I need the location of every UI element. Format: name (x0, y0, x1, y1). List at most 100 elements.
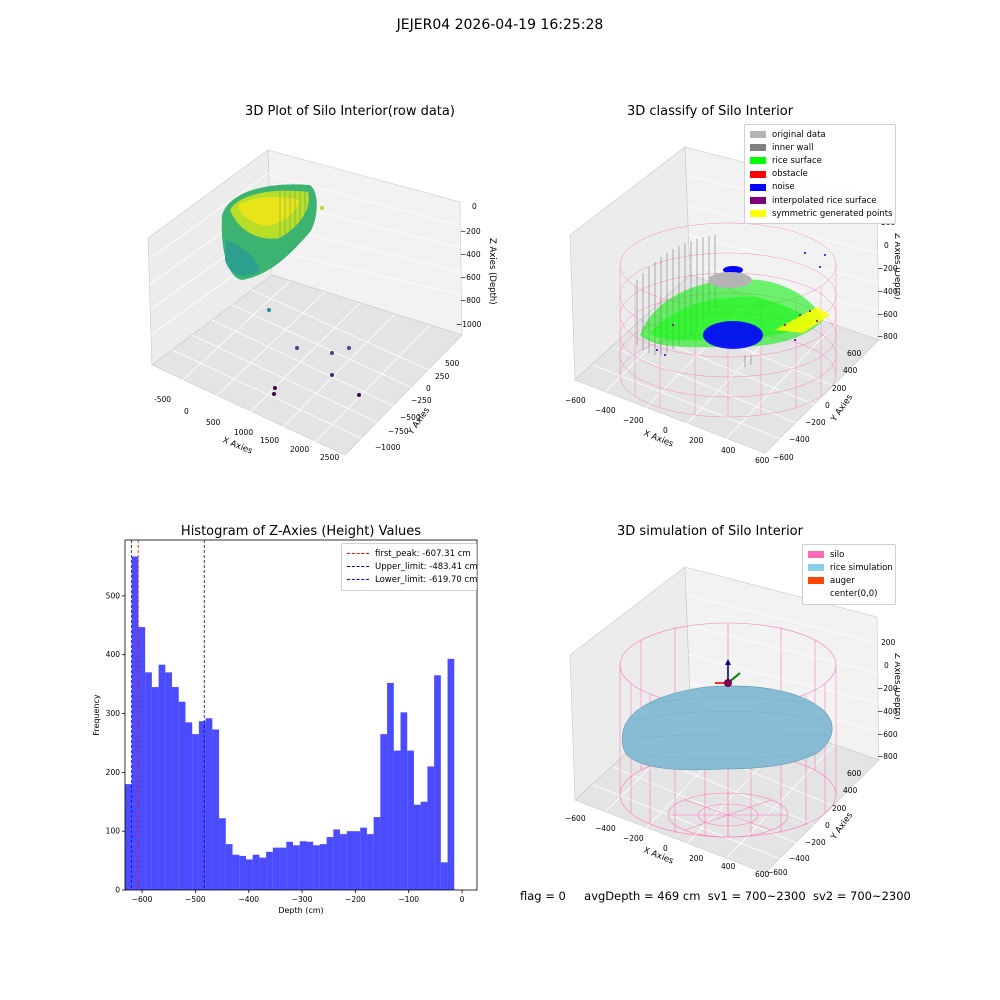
raw-xtick: 1000 (234, 428, 253, 437)
classify-ytick: −400 (789, 435, 810, 444)
histogram-title: Histogram of Z-Axies (Height) Values (180, 524, 422, 539)
simulation-y-label: Y Axies (829, 810, 856, 842)
simulation-xtick: 400 (721, 862, 736, 871)
raw-y-ticks: 500 250 0 −250 −500 −750 −1000 (375, 359, 460, 452)
simulation-xtick: 600 (755, 870, 770, 879)
classify-legend-item: obstacle (750, 168, 890, 181)
histogram-frame (124, 539, 478, 891)
status-flag: flag = 0 (520, 889, 566, 903)
simulation-3d-plot: −600 −400 −200 0 200 400 600 X Axies 600… (565, 566, 900, 879)
histogram-bar (239, 855, 246, 890)
classify-xtick: −600 (565, 396, 586, 405)
raw-ytick: 0 (426, 384, 431, 393)
histogram-bar (225, 844, 233, 890)
status-sv1: sv1 = 700~2300 (707, 889, 806, 903)
raw-ztick: 0 (472, 202, 477, 211)
histogram-legend-label: first_peak: -607.31 cm (375, 548, 471, 559)
raw-outliers (267, 206, 361, 397)
histogram-xtick-label: −500 (185, 895, 206, 904)
histogram-bar (219, 818, 226, 890)
histogram-legend-item: Lower_limit: -619.70 cm (347, 573, 477, 586)
raw-z-label: Z Axies (Depth) (487, 238, 497, 305)
raw-point-cloud (221, 184, 317, 280)
histogram-y-label: Frequency (92, 694, 101, 736)
histogram-bar (306, 841, 314, 890)
histogram-bar (346, 831, 354, 890)
classify-y-ticks: 600 400 200 0 −200 −400 −600 (773, 349, 862, 462)
histogram-bar (319, 844, 327, 890)
histogram-legend-line (347, 566, 369, 568)
simulation-xtick: 0 (663, 844, 668, 853)
histogram-bar (293, 845, 300, 890)
simulation-y-ticks: 600 400 200 0 −200 −400 −600 (767, 769, 862, 877)
histogram-bar (313, 845, 320, 890)
status-line: flag = 0 avgDepth = 469 cm sv1 = 700~230… (520, 889, 911, 903)
histogram-bar (158, 664, 166, 890)
simulation-plot-title: 3D simulation of Silo Interior (617, 524, 803, 539)
histogram-ytick-label: 200 (106, 768, 121, 777)
histogram-bar (192, 734, 199, 890)
classify-legend-swatch (750, 157, 766, 165)
histogram-bar (165, 672, 173, 890)
histogram-chart: −600 −500 −400 −300 −200 −100 0 0 100 200 300 400 50… (92, 539, 478, 915)
classify-legend-swatch (750, 183, 766, 191)
raw-x-label: X Axies (221, 436, 254, 457)
simulation-legend-item: silo (808, 548, 890, 561)
histogram-bar (380, 734, 388, 890)
classify-xtick: 200 (689, 436, 704, 445)
raw-z-ticks: 0 −200 −400 −600 −800 −1000 (456, 202, 482, 329)
classify-z-label: Z Axies (Depth) (892, 233, 900, 300)
raw-ztick: −600 (460, 273, 481, 282)
simulation-legend-label: rice simulation (830, 562, 893, 573)
simulation-legend-swatch (808, 564, 824, 572)
histogram-bar (286, 841, 293, 890)
histogram-bar (245, 859, 253, 890)
raw-ztick: −400 (460, 250, 481, 259)
classify-legend-label: symmetric generated points (772, 208, 893, 219)
classify-ytick: 200 (832, 384, 847, 393)
classify-ytick: −600 (773, 453, 794, 462)
histogram-bar (125, 784, 132, 890)
histogram-bar (185, 722, 193, 890)
histogram-xtick-label: −200 (345, 895, 366, 904)
histogram-bar (198, 721, 206, 890)
histogram-bar (360, 827, 367, 890)
histogram-bar (151, 687, 159, 890)
classify-plot-title: 3D classify of Silo Interior (626, 104, 794, 119)
classify-legend-item: inner wall (750, 141, 890, 154)
raw-ytick: −250 (411, 396, 432, 405)
histogram-legend: first_peak: -607.31 cm Upper_limit: -483.… (341, 543, 478, 591)
histogram-bar (413, 804, 421, 890)
classify-legend-swatch (750, 131, 766, 139)
classify-3d-plot: −600 −400 −200 0 200 400 600 X Axies 600… (565, 146, 900, 465)
classify-legend-label: noise (772, 182, 795, 193)
raw-plot-title: 3D Plot of Silo Interior(row data) (245, 104, 455, 119)
classify-legend-label: original data (772, 129, 826, 140)
simulation-ytick: 0 (825, 821, 830, 830)
classify-legend-item: symmetric generated points (750, 207, 893, 220)
simulation-ztick: −200 (877, 684, 898, 693)
histogram-bar (299, 841, 307, 890)
histogram-bar (232, 854, 240, 890)
simulation-legend-item: center(0,0) (808, 588, 890, 601)
histogram-xtick-label: −400 (238, 895, 259, 904)
histogram-ytick-label: 500 (106, 591, 121, 600)
histogram-xtick-label: 0 (460, 895, 465, 904)
simulation-xtick: −600 (565, 814, 586, 823)
raw-3d-plot: -500 0 500 1000 1500 2000 2500 X Axies 5… (147, 149, 497, 462)
histogram-bar (333, 829, 341, 890)
raw-ytick: 500 (445, 359, 460, 368)
classify-xtick: 600 (755, 456, 770, 465)
histogram-legend-item: Upper_limit: -483.41 cm (347, 560, 478, 573)
histogram-legend-item: first_peak: -607.31 cm (347, 547, 471, 560)
simulation-center-axes (715, 659, 741, 687)
raw-ytick: 250 (435, 372, 450, 381)
classify-xtick: 400 (721, 446, 736, 455)
simulation-legend: silo rice simulation auger center(0,0) (802, 544, 896, 605)
simulation-legend-swatch (808, 591, 824, 598)
simulation-ztick: −600 (877, 730, 898, 739)
classify-legend-swatch (750, 197, 766, 205)
simulation-legend-item: auger (808, 574, 890, 587)
histogram-xtick-label: −300 (292, 895, 313, 904)
status-avg-depth: avgDepth = 469 cm (584, 889, 701, 903)
